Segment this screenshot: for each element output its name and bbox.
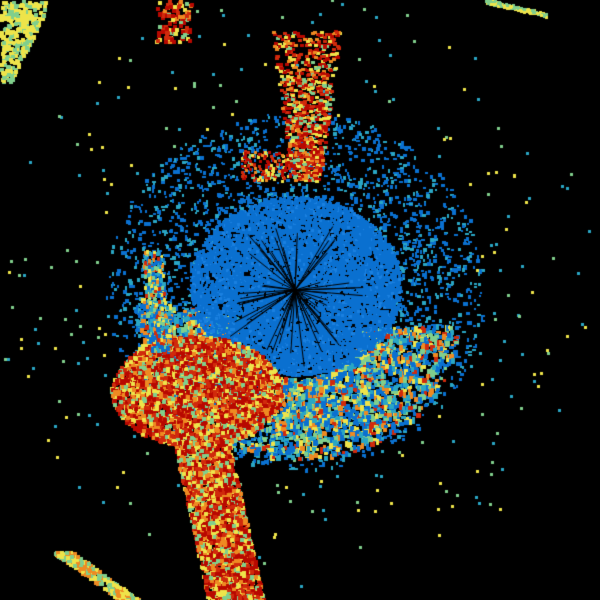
radar-reflectivity-image (0, 0, 600, 600)
radar-canvas (0, 0, 600, 600)
